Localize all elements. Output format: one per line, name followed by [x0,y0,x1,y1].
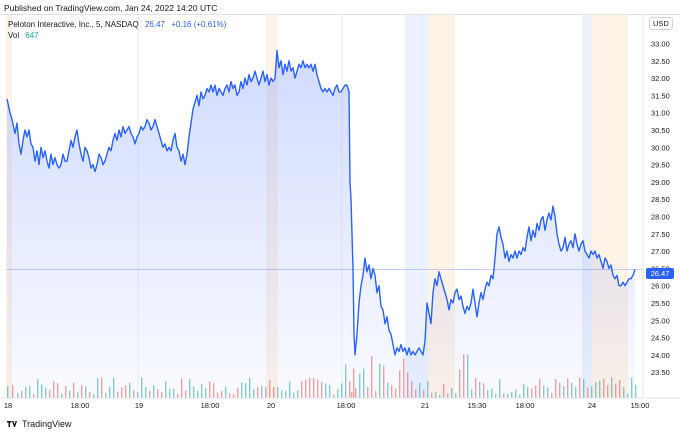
x-tick-label: 21 [421,401,429,410]
x-tick-label: 24 [588,401,596,410]
last-price-badge: 26.47 [646,268,674,279]
x-tick-label: 18:00 [201,401,220,410]
symbol-label: Peloton Interactive, Inc., 5, NASDAQ [8,20,139,29]
chart-legend: Peloton Interactive, Inc., 5, NASDAQ 26.… [8,19,226,41]
x-tick-label: 18 [4,401,12,410]
y-tick-label: 28.50 [651,195,670,204]
volume-value: 647 [25,31,39,40]
price-chart[interactable]: 33.00 32.50 32.00 31.50 31.00 30.50 30.00 29.50… [0,0,680,415]
y-tick-label: 30.00 [651,143,670,152]
y-tick-label: 27.50 [651,230,670,239]
y-tick-label: 31.50 [651,91,670,100]
x-tick-label: 20 [267,401,275,410]
session-band [405,15,428,398]
volume-bar [635,385,637,398]
y-tick-label: 32.00 [651,74,670,83]
y-tick-label: 32.50 [651,57,670,66]
y-tick-label: 26.00 [651,282,670,291]
y-tick-label: 23.50 [651,368,670,377]
x-tick-label: 18:00 [337,401,356,410]
y-tick-label: 28.00 [651,213,670,222]
price-line [6,49,636,356]
x-tick-label: 15:30 [468,401,487,410]
x-tick-label: 18:00 [71,401,90,410]
y-tick-label: 24.00 [651,351,670,360]
y-tick-label: 33.00 [651,40,670,49]
y-tick-label: 29.00 [651,178,670,187]
currency-selector[interactable]: USD [649,17,673,30]
legend-line-2: Vol 647 [8,30,226,41]
y-tick-label: 25.50 [651,299,670,308]
publish-caption: Published on TradingView.com, Jan 24, 20… [4,3,218,13]
price-change-value: +0.16 (+0.61%) [171,20,227,29]
tradingview-logo-icon[interactable] [6,419,18,429]
y-tick-label: 30.50 [651,126,670,135]
volume-label: Vol [8,31,20,40]
y-tick-label: 29.50 [651,161,670,170]
y-tick-label: 25.00 [651,316,670,325]
y-tick-label: 24.50 [651,334,670,343]
session-band [582,15,591,398]
x-tick-label: 18:00 [516,401,535,410]
y-tick-label: 27.00 [651,247,670,256]
last-price-value: 26.47 [144,20,165,29]
legend-line-1: Peloton Interactive, Inc., 5, NASDAQ 26.… [8,19,226,30]
x-tick-label: 19 [135,401,143,410]
y-tick-label: 31.00 [651,109,670,118]
footer-brand-label[interactable]: TradingView [22,419,72,429]
x-tick-label: 15:00 [631,401,650,410]
chart-frame [0,14,680,415]
footer-bar: TradingView [0,415,680,433]
